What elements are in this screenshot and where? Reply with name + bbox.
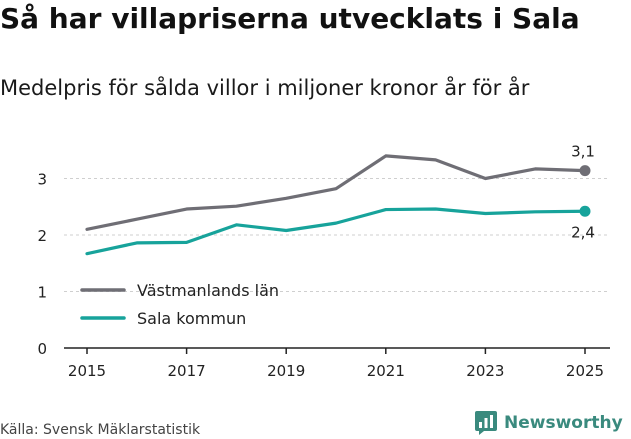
newsworthy-logo-text: Newsworthy (504, 413, 623, 433)
series-layer: 3,1 2,4 (85, 143, 595, 256)
y-tick-label: 2 (37, 227, 47, 245)
x-tick-label: 2021 (367, 362, 405, 380)
series-line-vastmanlands-lan (85, 154, 587, 231)
series-line-sala-kommun (85, 207, 587, 256)
newsworthy-logo-icon (475, 411, 497, 435)
legend-label: Sala kommun (137, 309, 246, 328)
x-tick-label: 2019 (267, 362, 305, 380)
x-tick-label: 2025 (566, 362, 604, 380)
grid-layer (64, 178, 610, 292)
series-end-label: 3,1 (571, 143, 595, 161)
legend-label: Västmanlands län (137, 281, 279, 300)
series-end-marker (579, 165, 591, 177)
newsworthy-logo: Newsworthy (474, 408, 623, 438)
y-tick-label: 1 (37, 284, 47, 302)
series-end-marker (579, 205, 591, 217)
source-note: Källa: Svensk Mäklarstatistik (0, 422, 201, 438)
y-tick-label: 0 (37, 340, 47, 358)
x-tick-label: 2015 (68, 362, 106, 380)
axis-layer: 0 1 2 3 2015 2017 2019 2021 2023 2025 (37, 171, 610, 380)
x-tick-label: 2023 (466, 362, 504, 380)
x-tick-label: 2017 (168, 362, 206, 380)
y-tick-label: 3 (37, 171, 47, 189)
chart-title: Så har villapriserna utvecklats i Sala (0, 2, 580, 35)
legend: Västmanlands län Sala kommun (80, 281, 279, 328)
series-end-label: 2,4 (571, 223, 595, 241)
chart-subtitle: Medelpris för sålda villor i miljoner kr… (0, 76, 530, 100)
